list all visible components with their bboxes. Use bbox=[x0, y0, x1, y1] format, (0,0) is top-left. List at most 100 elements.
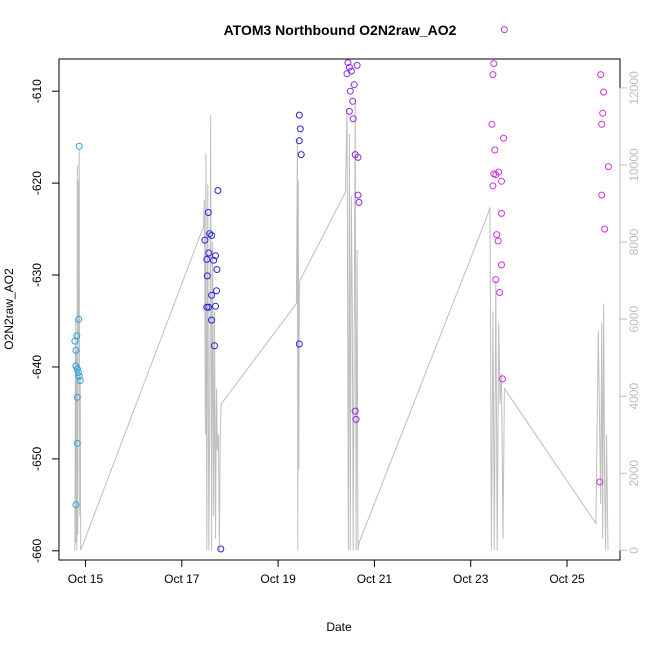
data-point bbox=[204, 209, 212, 216]
y-tick-label: -630 bbox=[30, 263, 44, 287]
data-point bbox=[500, 26, 508, 34]
data-point bbox=[598, 120, 606, 128]
plot-frame bbox=[58, 58, 621, 561]
data-point bbox=[73, 365, 81, 373]
data-point bbox=[498, 177, 505, 185]
data-point bbox=[600, 88, 608, 96]
data-point bbox=[74, 369, 82, 376]
data-point bbox=[203, 272, 211, 280]
x-axis-label: Date bbox=[326, 620, 352, 634]
data-point bbox=[206, 230, 214, 238]
data-point bbox=[353, 61, 361, 69]
x-tick-label: Oct 19 bbox=[260, 572, 296, 586]
y2-tick-label: 6000 bbox=[627, 305, 641, 332]
gray-trace-line bbox=[74, 99, 609, 551]
y2-tick-label: 10000 bbox=[627, 148, 641, 182]
y2-tick-label: 12000 bbox=[627, 71, 641, 105]
data-point bbox=[297, 151, 305, 159]
y2-tick-label: 4000 bbox=[627, 383, 641, 410]
y-axis-label: O2N2raw_AO2 bbox=[2, 268, 16, 350]
data-point bbox=[489, 71, 497, 79]
data-point bbox=[490, 60, 498, 68]
data-point bbox=[355, 198, 363, 206]
y-tick-label: -650 bbox=[30, 447, 44, 471]
x-tick-label: Oct 23 bbox=[453, 572, 489, 586]
data-point bbox=[203, 255, 211, 263]
data-point bbox=[493, 231, 501, 239]
data-point bbox=[346, 87, 354, 95]
data-point bbox=[601, 225, 609, 233]
data-point bbox=[597, 71, 605, 79]
data-point bbox=[75, 315, 83, 323]
data-point bbox=[354, 191, 362, 199]
data-point bbox=[345, 63, 353, 71]
data-point bbox=[599, 109, 607, 117]
data-point bbox=[604, 163, 612, 171]
y-tick-label: -620 bbox=[30, 171, 44, 195]
data-point bbox=[496, 289, 504, 296]
data-point bbox=[213, 287, 220, 295]
data-point bbox=[345, 107, 353, 115]
y-tick-label: -660 bbox=[30, 538, 44, 562]
points-layer bbox=[71, 26, 612, 553]
data-point bbox=[203, 303, 211, 311]
data-point bbox=[75, 372, 83, 380]
data-point bbox=[208, 291, 216, 299]
data-point bbox=[212, 252, 219, 260]
y2-axis: 0 2000 4000 6000 8000 10000 12000 bbox=[619, 71, 641, 554]
data-point bbox=[499, 375, 506, 383]
data-point bbox=[73, 439, 81, 447]
y2-tick-label: 8000 bbox=[627, 228, 641, 255]
data-point bbox=[211, 342, 218, 350]
x-axis: Oct 15 Oct 17 Oct 19 Oct 21 Oct 23 Oct 25 bbox=[68, 559, 585, 586]
data-point bbox=[349, 115, 357, 123]
x-tick-label: Oct 25 bbox=[549, 572, 585, 586]
data-point bbox=[201, 236, 209, 244]
data-point bbox=[75, 142, 83, 150]
data-point bbox=[72, 501, 80, 509]
data-point bbox=[349, 97, 357, 105]
data-point bbox=[73, 332, 81, 340]
data-point bbox=[351, 407, 359, 415]
data-point bbox=[72, 346, 80, 354]
y-axis: -610 -620 -630 -640 -650 -660 bbox=[30, 79, 60, 563]
chart-title: ATOM3 Northbound O2N2raw_AO2 bbox=[224, 22, 457, 38]
data-point bbox=[489, 182, 497, 190]
data-point bbox=[347, 67, 355, 75]
x-tick-label: Oct 21 bbox=[357, 572, 393, 586]
x-tick-label: Oct 17 bbox=[164, 572, 200, 586]
data-point bbox=[492, 276, 500, 284]
x-tick-label: Oct 15 bbox=[68, 572, 104, 586]
data-point bbox=[296, 125, 304, 133]
data-point bbox=[205, 249, 213, 257]
data-point bbox=[217, 545, 225, 553]
data-point bbox=[344, 59, 352, 67]
data-point bbox=[598, 191, 606, 199]
data-point bbox=[295, 340, 303, 348]
data-point bbox=[76, 377, 84, 385]
y-tick-label: -640 bbox=[30, 355, 44, 379]
data-point bbox=[213, 266, 221, 273]
data-point bbox=[596, 478, 604, 486]
y-tick-label: -610 bbox=[30, 79, 44, 103]
data-point bbox=[488, 120, 496, 128]
data-point bbox=[295, 137, 303, 145]
y2-tick-label: 0 bbox=[627, 547, 641, 554]
data-point bbox=[495, 168, 503, 176]
data-point bbox=[212, 302, 219, 310]
data-point bbox=[354, 153, 362, 161]
data-point bbox=[208, 316, 216, 324]
data-point bbox=[214, 187, 222, 194]
data-point bbox=[494, 237, 502, 245]
data-point bbox=[491, 146, 499, 154]
data-point bbox=[295, 111, 303, 119]
data-point bbox=[498, 209, 505, 217]
data-point bbox=[208, 232, 216, 239]
data-point bbox=[73, 393, 81, 401]
data-point bbox=[350, 81, 358, 89]
data-point bbox=[352, 415, 360, 423]
y2-tick-label: 2000 bbox=[627, 460, 641, 487]
data-point bbox=[500, 134, 507, 142]
data-point bbox=[210, 256, 218, 264]
